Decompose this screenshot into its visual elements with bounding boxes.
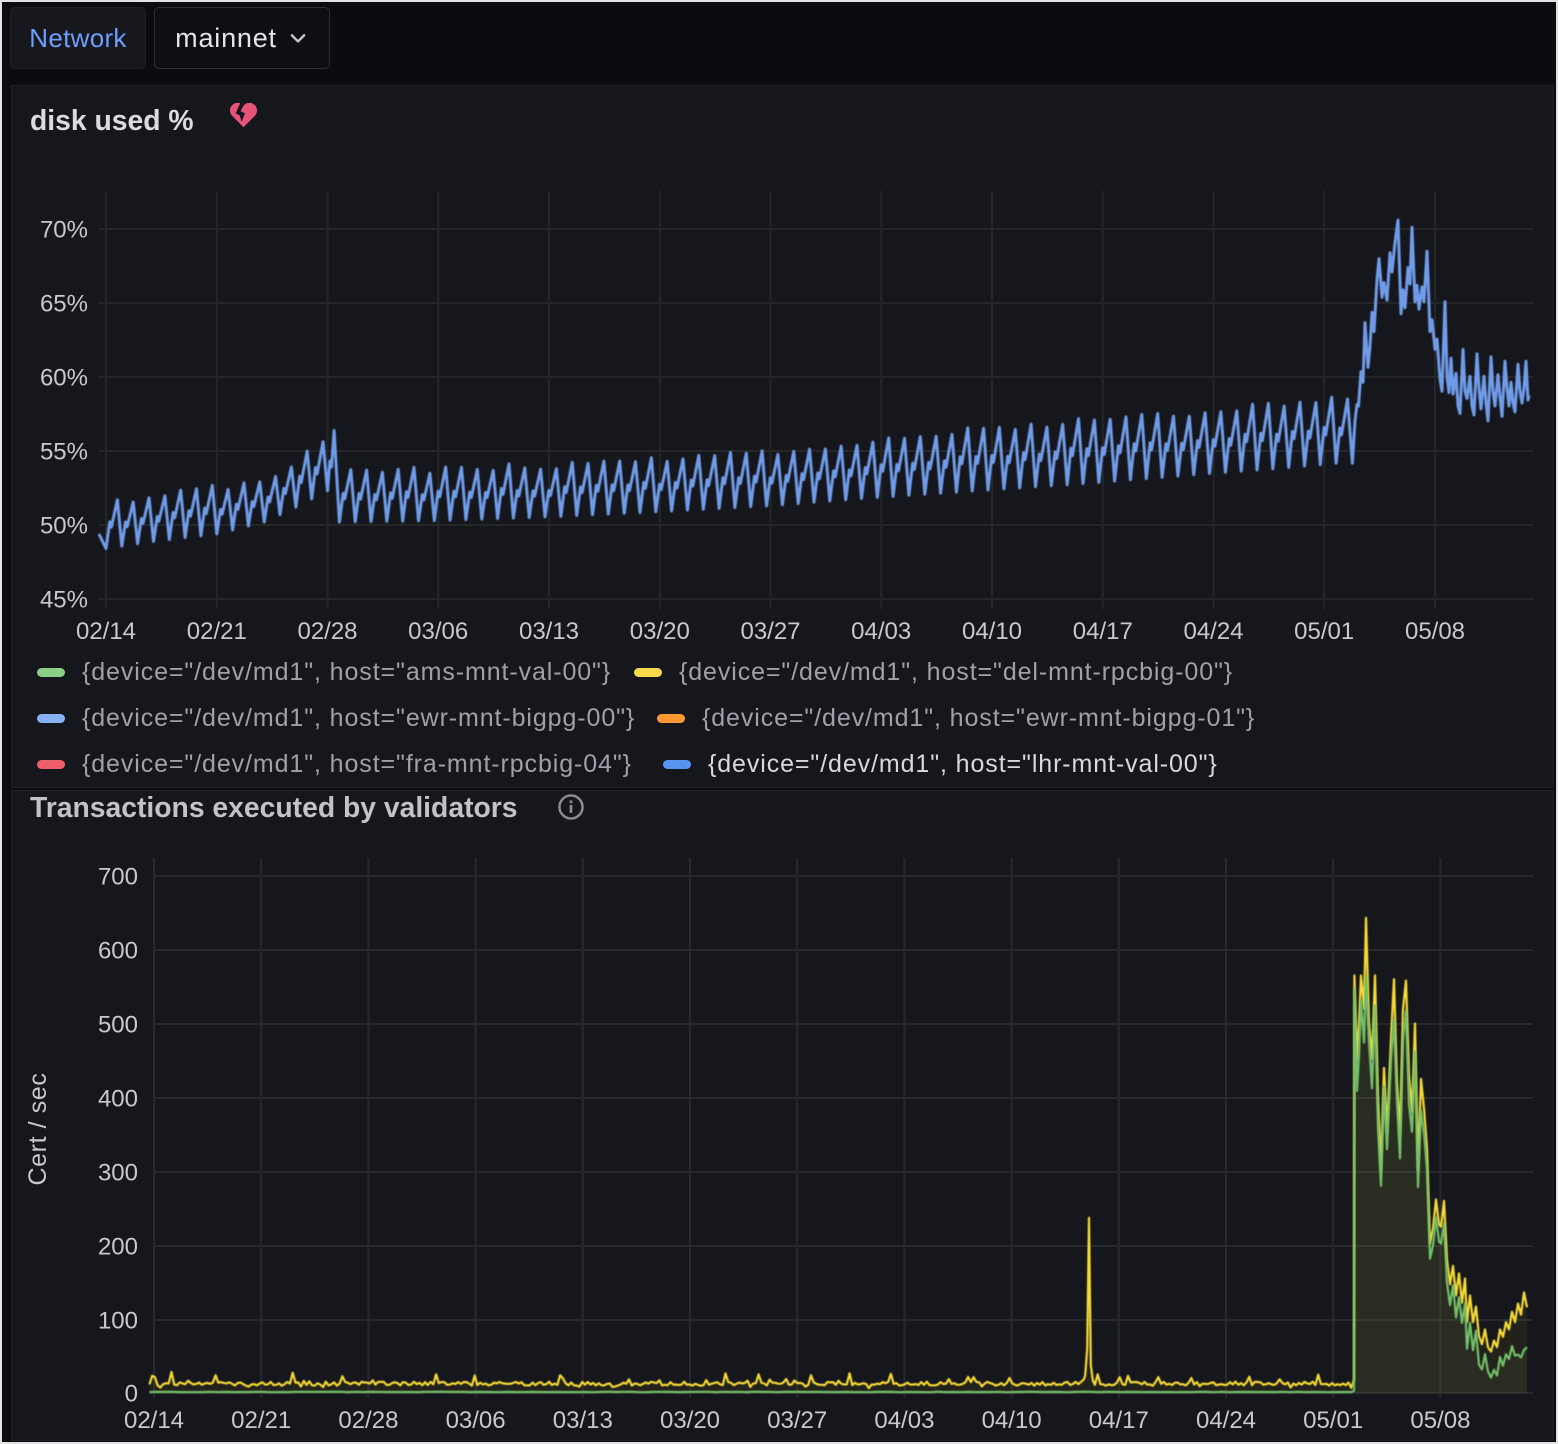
- svg-text:04/10: 04/10: [982, 1407, 1042, 1434]
- svg-text:600: 600: [98, 938, 138, 965]
- svg-text:100: 100: [98, 1308, 138, 1335]
- svg-text:03/06: 03/06: [446, 1407, 506, 1434]
- svg-text:05/08: 05/08: [1405, 618, 1465, 645]
- svg-text:50%: 50%: [40, 513, 88, 540]
- svg-text:04/03: 04/03: [874, 1407, 934, 1434]
- svg-text:700: 700: [98, 864, 138, 891]
- svg-text:02/14: 02/14: [76, 618, 136, 645]
- svg-text:0: 0: [125, 1381, 138, 1408]
- svg-text:04/10: 04/10: [962, 618, 1022, 645]
- svg-text:400: 400: [98, 1086, 138, 1113]
- svg-text:200: 200: [98, 1234, 138, 1261]
- svg-text:05/08: 05/08: [1410, 1407, 1470, 1434]
- svg-text:04/03: 04/03: [851, 618, 911, 645]
- svg-text:65%: 65%: [40, 291, 88, 318]
- svg-text:45%: 45%: [40, 587, 88, 614]
- svg-text:03/20: 03/20: [630, 618, 690, 645]
- svg-text:04/17: 04/17: [1089, 1407, 1149, 1434]
- svg-text:05/01: 05/01: [1294, 618, 1354, 645]
- svg-text:300: 300: [98, 1160, 138, 1187]
- svg-text:02/21: 02/21: [231, 1407, 291, 1434]
- svg-text:04/24: 04/24: [1183, 618, 1243, 645]
- svg-text:02/21: 02/21: [187, 618, 247, 645]
- svg-text:03/13: 03/13: [519, 618, 579, 645]
- svg-text:02/28: 02/28: [297, 618, 357, 645]
- svg-text:500: 500: [98, 1012, 138, 1039]
- svg-text:70%: 70%: [40, 217, 88, 244]
- svg-text:03/06: 03/06: [408, 618, 468, 645]
- svg-text:04/24: 04/24: [1196, 1407, 1256, 1434]
- svg-text:55%: 55%: [40, 439, 88, 466]
- svg-text:02/14: 02/14: [124, 1407, 184, 1434]
- svg-text:03/27: 03/27: [767, 1407, 827, 1434]
- svg-text:60%: 60%: [40, 365, 88, 392]
- svg-text:04/17: 04/17: [1073, 618, 1133, 645]
- svg-text:05/01: 05/01: [1303, 1407, 1363, 1434]
- svg-text:03/13: 03/13: [553, 1407, 613, 1434]
- svg-text:03/20: 03/20: [660, 1407, 720, 1434]
- svg-text:03/27: 03/27: [740, 618, 800, 645]
- svg-text:02/28: 02/28: [338, 1407, 398, 1434]
